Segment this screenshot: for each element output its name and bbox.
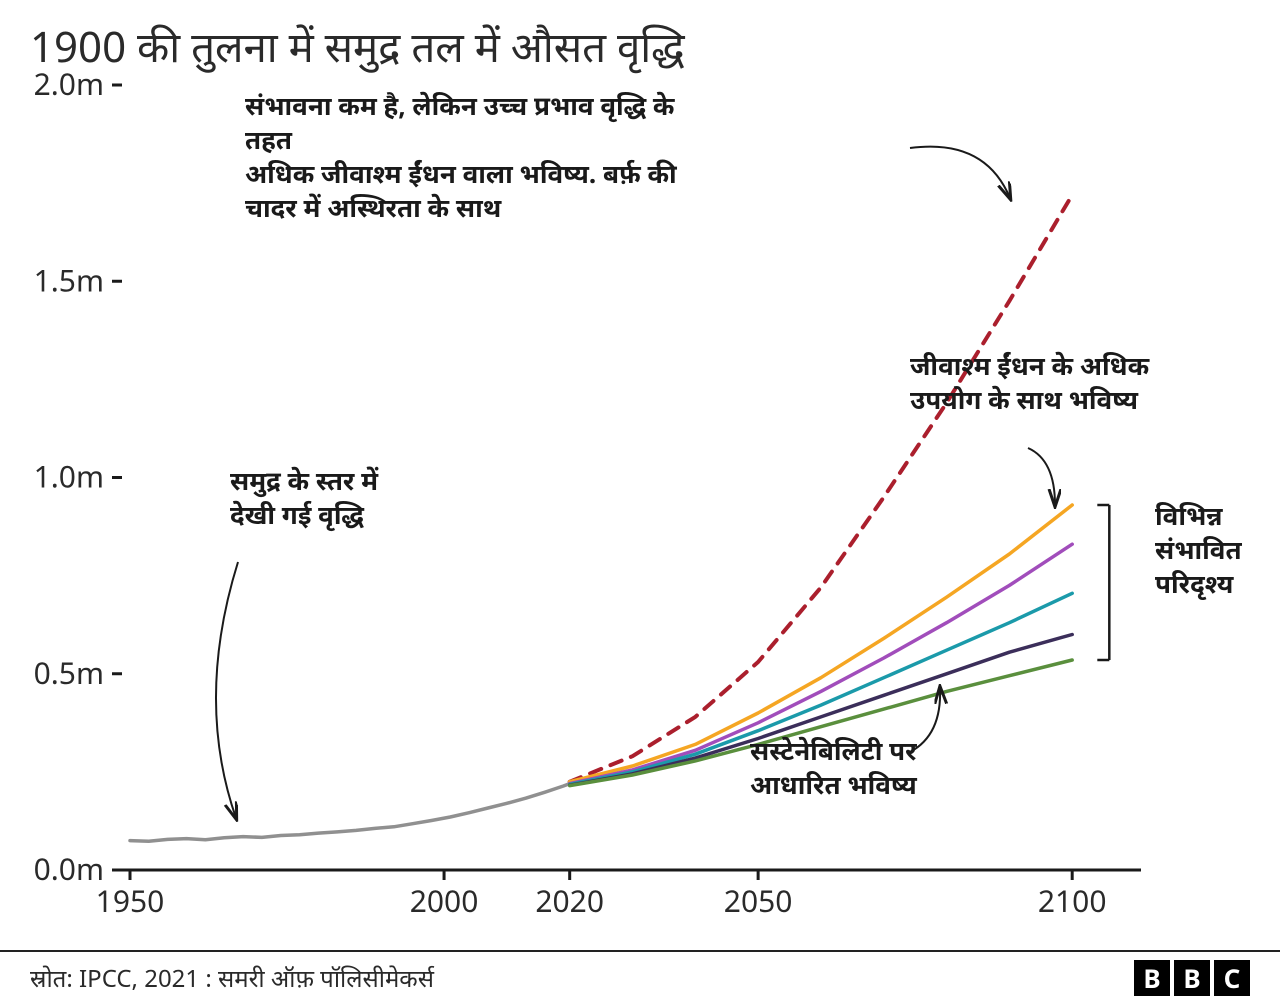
source-text: स्रोत: IPCC, 2021 : समरी ऑफ़ पॉलिसीमेकर्…: [30, 962, 434, 995]
svg-text:उपयोग के साथ भविष्य: उपयोग के साथ भविष्य: [910, 381, 1138, 417]
ann_unlikely: संभावना कम है, लेकिन उच्च प्रभाव वृद्धि …: [245, 87, 1010, 225]
chart-title: 1900 की तुलना में समुद्र तल में औसत वृद्…: [30, 18, 685, 75]
svg-text:सस्टेनेबिलिटी पर: सस्टेनेबिलिटी पर: [750, 732, 917, 768]
ann_fossil: जीवाश्म ईंधन के अधिकउपयोग के साथ भविष्य: [910, 347, 1150, 505]
svg-text:2050: 2050: [724, 880, 793, 921]
svg-text:1.0m: 1.0m: [34, 456, 104, 497]
svg-text:देखी गई वृद्धि: देखी गई वृद्धि: [230, 496, 364, 532]
svg-text:चादर में अस्थिरता के साथ: चादर में अस्थिरता के साथ: [245, 189, 502, 225]
ann_bracket_label: विभिन्नसंभावितपरिदृश्य: [1155, 497, 1242, 601]
bbc-logo-block: C: [1214, 960, 1250, 996]
sea-level-chart: 195020002020205021000.0m0.5m1.0m1.5m2.0m…: [0, 0, 1280, 1000]
svg-text:1950: 1950: [96, 880, 165, 921]
svg-text:परिदृश्य: परिदृश्य: [1155, 565, 1234, 601]
series-ssp_high_ice_unlikely: [570, 195, 1072, 782]
bbc-logo: BBC: [1134, 960, 1250, 996]
svg-text:2000: 2000: [410, 880, 479, 921]
scenario-bracket: [1097, 505, 1109, 660]
svg-text:समुद्र के स्तर में: समुद्र के स्तर में: [230, 462, 379, 498]
bbc-logo-block: B: [1174, 960, 1210, 996]
svg-text:आधारित भविष्य: आधारित भविष्य: [750, 766, 917, 802]
bbc-logo-block: B: [1134, 960, 1170, 996]
svg-text:2100: 2100: [1038, 880, 1107, 921]
svg-text:अधिक जीवाश्म ईंधन वाला भविष्य.: अधिक जीवाश्म ईंधन वाला भविष्य. बर्फ़ की: [245, 155, 678, 191]
ann_sustain: सस्टेनेबिलिटी परआधारित भविष्य: [750, 688, 940, 802]
svg-text:संभावना कम है, लेकिन उच्च प्रभ: संभावना कम है, लेकिन उच्च प्रभाव वृद्धि …: [245, 87, 675, 123]
svg-text:0.0m: 0.0m: [34, 848, 104, 889]
svg-text:संभावित: संभावित: [1155, 531, 1242, 567]
svg-text:0.5m: 0.5m: [34, 652, 104, 693]
svg-text:जीवाश्म ईंधन के अधिक: जीवाश्म ईंधन के अधिक: [910, 347, 1150, 383]
footer: स्रोत: IPCC, 2021 : समरी ऑफ़ पॉलिसीमेकर्…: [0, 950, 1280, 996]
svg-text:विभिन्न: विभिन्न: [1155, 497, 1223, 533]
svg-text:2020: 2020: [535, 880, 604, 921]
svg-text:तहत: तहत: [245, 121, 293, 157]
svg-text:1.5m: 1.5m: [34, 259, 104, 300]
ann_observed: समुद्र के स्तर मेंदेखी गई वृद्धि: [216, 462, 379, 818]
series-observed: [130, 784, 570, 842]
